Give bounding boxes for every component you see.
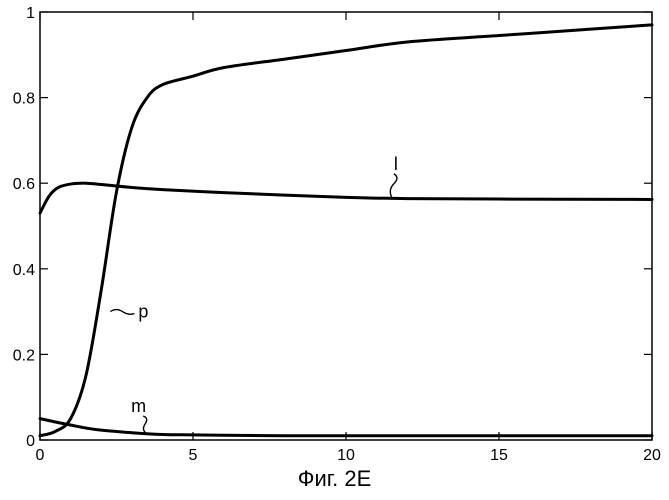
series-line-l [40,183,652,213]
curve-labels: p l m [110,154,398,434]
y-tick-label: 0.2 [13,347,35,364]
x-tick-label: 20 [643,447,661,464]
plot-frame [40,12,652,440]
curve-leader-m [143,416,147,434]
y-tick-label: 0.4 [13,262,35,279]
x-tick-label: 5 [189,447,198,464]
y-tick-label: 0 [26,433,35,450]
series-lines [40,25,652,436]
curve-label-p: p [138,302,148,322]
curve-label-m: m [131,396,146,416]
series-line-p [40,25,652,436]
y-tick-label: 0.8 [13,91,35,108]
x-tick-label: 0 [36,447,45,464]
y-tick-label: 0.6 [13,176,35,193]
curve-leader-p [110,310,134,315]
x-tick-label: 15 [490,447,508,464]
curve-label-l: l [394,154,398,174]
figure-caption: Фиг. 2Е [0,466,669,492]
y-tick-label: 1 [26,5,35,22]
curve-leader-l [390,174,397,198]
x-tick-label: 10 [337,447,355,464]
